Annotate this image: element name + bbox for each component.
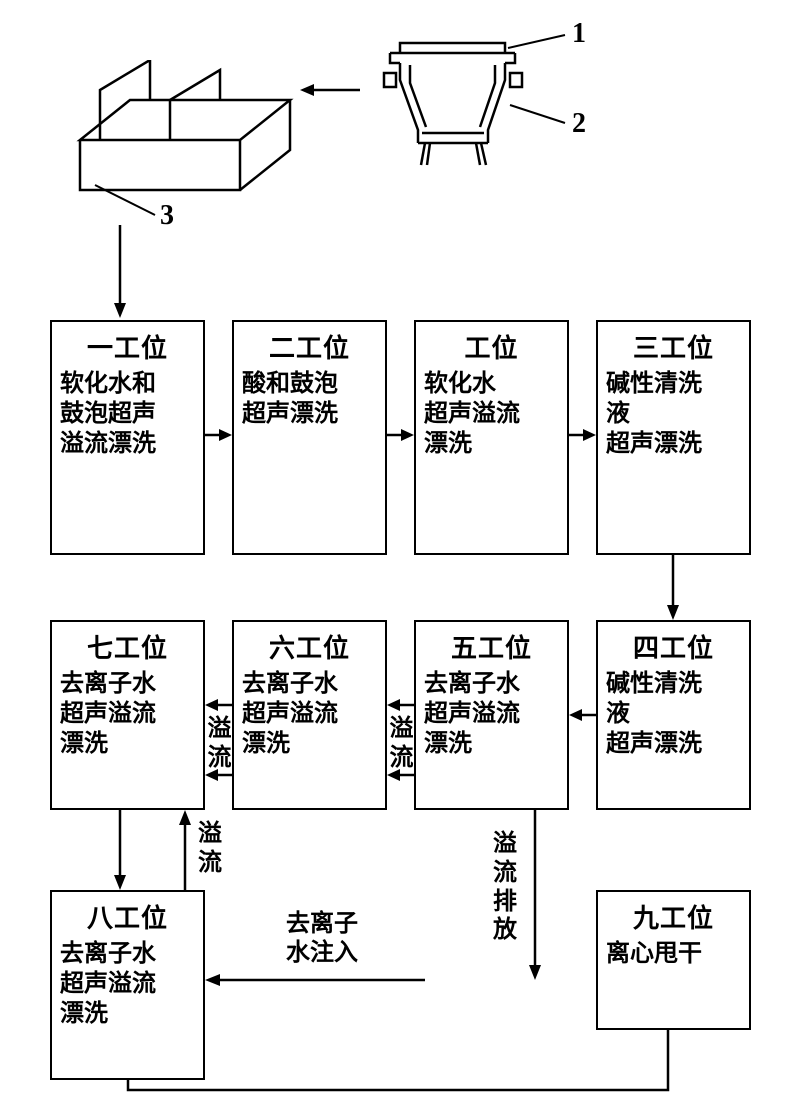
station-9-title: 九工位 [606,898,741,935]
diagram-container: 1 2 3 一工位 软化水和 鼓泡超声 溢流漂洗 二工位 酸和鼓泡 超声漂洗 [0,0,800,1103]
arrow-s5-drain [525,810,545,980]
station-7: 七工位 去离子水 超声溢流 漂洗 [50,620,205,810]
component-housing [370,25,570,185]
arrow-s8-s9 [120,1030,680,1095]
station-2-title: 二工位 [242,328,377,365]
arrow-s6-s5-top [387,695,414,715]
arrow-s3-s4 [663,555,683,620]
station-9-desc: 离心甩干 [606,939,741,969]
component-tray [60,60,310,220]
arrow-inject-s8 [205,970,425,990]
station-2: 二工位 酸和鼓泡 超声漂洗 [232,320,387,555]
arrow-s2-s2b [387,425,414,445]
station-5-title: 五工位 [424,628,559,665]
arrow-s4-s5 [569,705,596,725]
label-1: 1 [572,18,586,50]
station-8-title: 八工位 [60,898,195,935]
label-3: 3 [160,200,174,232]
arrow-to-tray [300,75,370,105]
station-3-desc: 碱性清洗 液 超声漂洗 [606,369,741,459]
station-1: 一工位 软化水和 鼓泡超声 溢流漂洗 [50,320,205,555]
station-7-desc: 去离子水 超声溢流 漂洗 [60,669,195,759]
arrow-s7-s6-top [205,695,232,715]
arrow-tray-to-s1 [105,225,135,320]
station-8-desc: 去离子水 超声溢流 漂洗 [60,939,195,1029]
station-3-title: 三工位 [606,328,741,365]
station-5: 五工位 去离子水 超声溢流 漂洗 [414,620,569,810]
station-2b-title: 工位 [424,328,559,365]
station-7-title: 七工位 [60,628,195,665]
station-4: 四工位 碱性清洗 液 超声漂洗 [596,620,751,810]
arrow-s2b-s3 [569,425,596,445]
station-9: 九工位 离心甩干 [596,890,751,1030]
overflow-56: 溢 流 [389,715,414,773]
station-5-desc: 去离子水 超声溢流 漂洗 [424,669,559,759]
station-6-desc: 去离子水 超声溢流 漂洗 [242,669,377,759]
station-6: 六工位 去离子水 超声溢流 漂洗 [232,620,387,810]
station-2b-desc: 软化水 超声溢流 漂洗 [424,369,559,459]
station-4-title: 四工位 [606,628,741,665]
station-2b: 工位 软化水 超声溢流 漂洗 [414,320,569,555]
station-4-desc: 碱性清洗 液 超声漂洗 [606,669,741,759]
overflow-78: 溢 流 [198,820,228,878]
arrow-s1-s2 [205,425,232,445]
station-1-desc: 软化水和 鼓泡超声 溢流漂洗 [60,369,195,459]
station-3: 三工位 碱性清洗 液 超声漂洗 [596,320,751,555]
inject-label: 去离子 水注入 [277,910,367,968]
station-6-title: 六工位 [242,628,377,665]
station-1-title: 一工位 [60,328,195,365]
drain-label: 溢 流 排 放 [490,830,520,945]
overflow-67: 溢 流 [207,715,232,773]
label-2: 2 [572,108,586,140]
arrow-s8-s7-up [175,810,195,890]
station-2-desc: 酸和鼓泡 超声漂洗 [242,369,377,429]
arrow-s7-s8-down [110,810,130,890]
